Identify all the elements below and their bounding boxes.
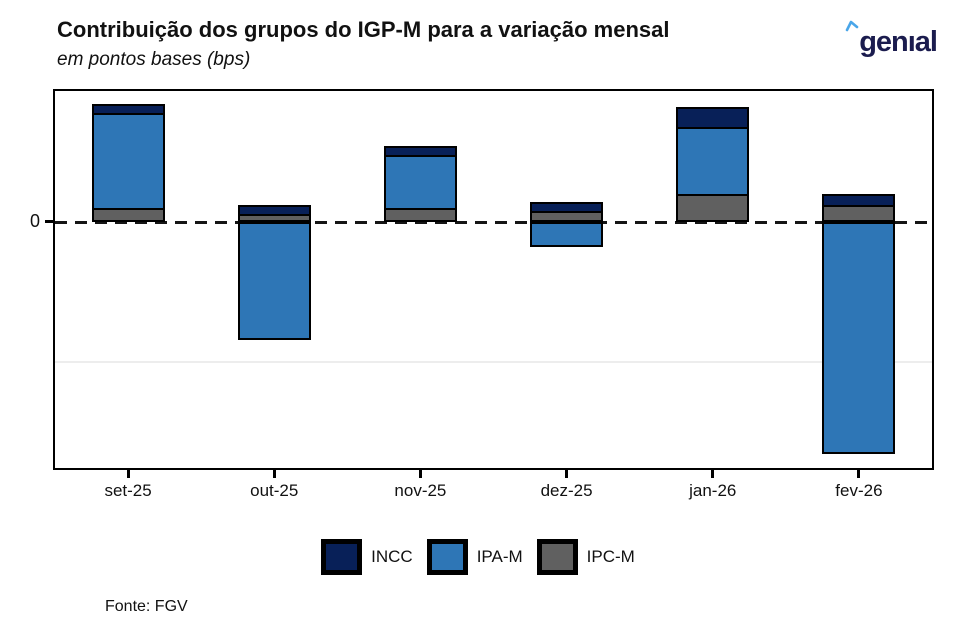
- bar-segment-ipa-m-dez-25: [530, 222, 604, 248]
- legend-item-incc: INCC: [321, 539, 413, 575]
- bar-segment-incc-nov-25: [383, 146, 457, 157]
- bar-segment-ipa-m-fev-26: [822, 222, 896, 455]
- x-axis-tick: [272, 470, 276, 478]
- bar-segment-incc-jan-26: [676, 107, 750, 129]
- genial-logo: genıal: [837, 20, 938, 64]
- chart-plot-area: [53, 89, 934, 470]
- legend-item-ipc-m: IPC-M: [536, 539, 635, 575]
- bar-segment-ipc-m-nov-25: [383, 208, 457, 222]
- legend-label-ipc-m: IPC-M: [586, 547, 635, 566]
- legend-swatch-incc: [321, 539, 363, 575]
- bar-segment-ipc-m-fev-26: [822, 205, 896, 222]
- x-axis-label: nov-25: [394, 481, 447, 500]
- x-axis-tick: [418, 470, 422, 478]
- bar-segment-ipa-m-set-25: [91, 112, 165, 210]
- x-axis-tick: [857, 470, 861, 478]
- x-axis-label: out-25: [250, 481, 299, 500]
- legend-label-ipa-m: IPA-M: [476, 547, 523, 566]
- source-note: Fonte: FGV: [105, 598, 188, 615]
- bar-segment-incc-dez-25: [530, 202, 604, 213]
- logo-text: genıal: [859, 26, 938, 58]
- x-axis-label: fev-26: [835, 481, 883, 500]
- x-axis-tick: [711, 470, 715, 478]
- legend: INCC IPA-M IPC-M: [0, 539, 956, 575]
- page-subtitle: em pontos bases (bps): [57, 49, 251, 70]
- y-axis-tick: [45, 220, 53, 223]
- minor-gridline: [55, 361, 932, 363]
- x-axis-label: dez-25: [540, 481, 593, 500]
- bar-segment-ipa-m-nov-25: [383, 154, 457, 210]
- zero-baseline-dashed: [55, 221, 932, 224]
- legend-swatch-ipa-m: [426, 539, 468, 575]
- x-axis-label: jan-26: [689, 481, 737, 500]
- legend-label-incc: INCC: [371, 547, 413, 566]
- legend-swatch-ipc-m: [536, 539, 578, 575]
- bar-segment-incc-out-25: [237, 205, 311, 216]
- bar-segment-ipc-m-jan-26: [676, 194, 750, 222]
- bar-segment-incc-fev-26: [822, 194, 896, 208]
- logo-accent-icon: [845, 20, 859, 32]
- bar-segment-ipc-m-set-25: [91, 208, 165, 222]
- legend-item-ipa-m: IPA-M: [426, 539, 523, 575]
- y-axis-zero-label: 0: [29, 211, 40, 231]
- x-axis-label: set-25: [104, 481, 152, 500]
- page-title: Contribuição dos grupos do IGP-M para a …: [57, 17, 670, 42]
- bar-segment-ipa-m-out-25: [237, 222, 311, 340]
- x-axis-tick: [126, 470, 130, 478]
- bar-segment-incc-set-25: [91, 104, 165, 115]
- bar-segment-ipa-m-jan-26: [676, 126, 750, 196]
- x-axis-tick: [565, 470, 569, 478]
